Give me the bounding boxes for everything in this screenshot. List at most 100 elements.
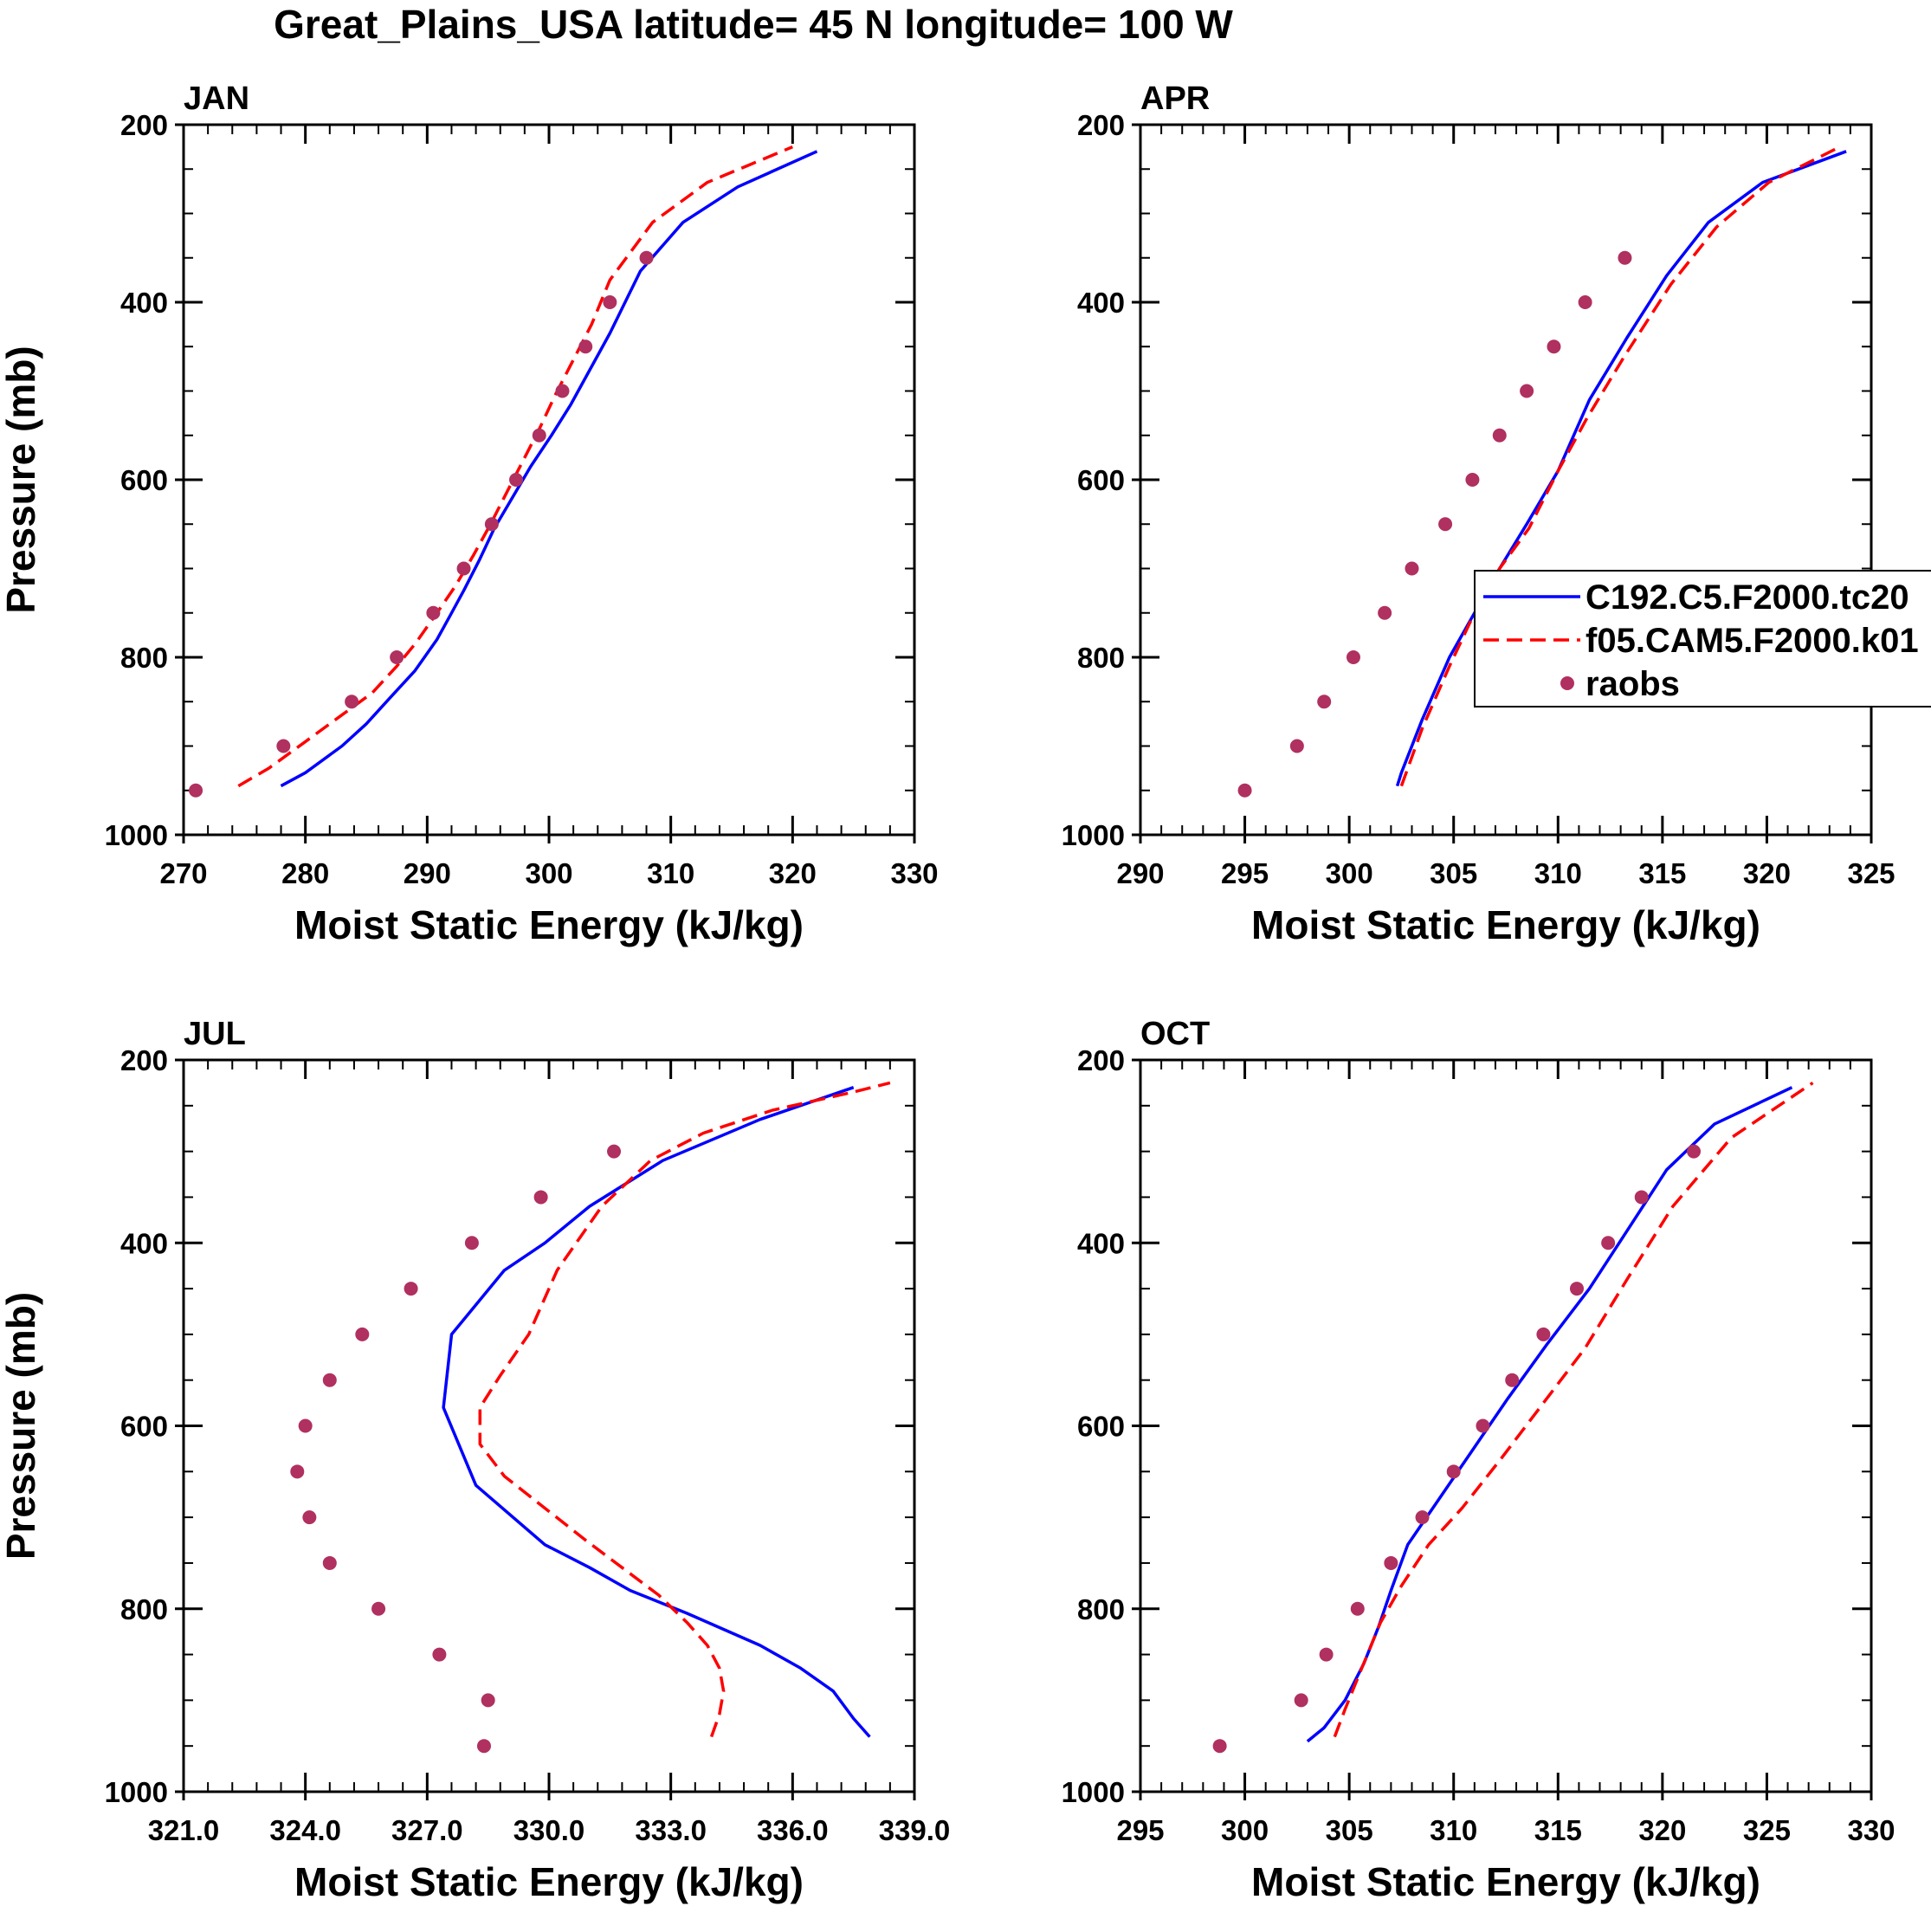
x-tick-label: 327.0 [391, 1814, 463, 1846]
raobs-point [1294, 1693, 1308, 1708]
x-tick-label: 330 [890, 857, 938, 889]
raobs-point [404, 1282, 418, 1296]
raobs-point [532, 428, 546, 443]
y-tick-label: 1000 [1062, 819, 1125, 851]
y-tick-label: 400 [1077, 1227, 1125, 1259]
x-tick-label: 320 [1743, 857, 1791, 889]
x-tick-label: 325 [1847, 857, 1895, 889]
raobs-point [1317, 695, 1332, 709]
x-tick-label: 300 [1221, 1814, 1269, 1846]
raobs-point [1405, 561, 1419, 576]
panel-jul: JUL 200 400 600 800 1000 321.0 324.0 327.0 330.0 3… [0, 1016, 950, 1904]
raobs-point [1536, 1327, 1551, 1341]
x-tick-label: 270 [159, 857, 207, 889]
x-tick-label: 300 [1326, 857, 1373, 889]
x-axis-label: Moist Static Energy (kJ/kg) [294, 1859, 804, 1904]
raobs-point [426, 605, 441, 620]
raobs-point [555, 384, 570, 398]
y-tick-label: 600 [1077, 464, 1125, 496]
raobs-point [607, 1144, 622, 1159]
x-tick-label: 280 [281, 857, 329, 889]
x-tick-label: 290 [404, 857, 451, 889]
y-axis-label: Pressure (mb) [0, 1292, 43, 1560]
y-tick-label: 1000 [105, 1776, 168, 1808]
x-tick-label: 295 [1116, 1814, 1164, 1846]
x-tick-label: 330 [1847, 1814, 1895, 1846]
x-axis-label: Moist Static Energy (kJ/kg) [1251, 1859, 1760, 1904]
series-line-f05-cam5 [237, 145, 793, 788]
raobs-point [432, 1647, 447, 1662]
raobs-point [481, 1693, 495, 1708]
x-tick-label: 333.0 [635, 1814, 707, 1846]
raobs-point [371, 1601, 386, 1616]
panel-title: APR [1140, 81, 1210, 117]
panel-apr: APR 200 400 600 800 1000 290 295 300 305 310 315 320… [1062, 81, 1895, 947]
series-line-c192-c5 [1306, 1086, 1793, 1743]
raobs-point [1465, 473, 1480, 487]
y-tick-label: 800 [120, 642, 168, 674]
legend-label: C192.C5.F2000.tc20 [1585, 578, 1909, 617]
plot-frame [1139, 1058, 1873, 1793]
y-axis-label: Pressure (mb) [0, 346, 43, 613]
raobs-point [464, 1236, 479, 1250]
raobs-point [1384, 1555, 1398, 1570]
raobs-point [345, 695, 359, 709]
panel-jan: JAN 200 400 600 800 1000 270 280 290 300 310 320 330… [0, 81, 939, 947]
x-tick-label: 305 [1430, 857, 1477, 889]
series-line-f05-cam5 [1333, 1081, 1814, 1738]
figure-title: Great_Plains_USA latitude= 45 N longitud… [274, 2, 1233, 47]
raobs-point [484, 517, 499, 532]
raobs-point [322, 1555, 337, 1570]
y-tick-label: 1000 [1062, 1776, 1125, 1808]
raobs-point [1492, 428, 1507, 443]
raobs-point [639, 250, 654, 265]
panel-title: JAN [184, 81, 249, 117]
raobs-point [476, 1739, 491, 1754]
raobs-point [1687, 1144, 1702, 1159]
raobs-point [1569, 1282, 1584, 1296]
x-tick-label: 310 [1430, 1814, 1477, 1846]
raobs-point [298, 1418, 313, 1433]
raobs-point [1415, 1510, 1430, 1525]
x-tick-label: 321.0 [148, 1814, 220, 1846]
x-tick-label: 310 [647, 857, 694, 889]
x-tick-label: 330.0 [513, 1814, 585, 1846]
x-axis-label: Moist Static Energy (kJ/kg) [1251, 902, 1760, 947]
x-tick-label: 320 [1638, 1814, 1686, 1846]
raobs-point [1237, 783, 1252, 798]
raobs-point [302, 1510, 317, 1525]
raobs-point [1618, 250, 1632, 265]
raobs-point [1289, 739, 1304, 753]
y-tick-label: 600 [120, 464, 168, 496]
x-tick-label: 295 [1221, 857, 1269, 889]
x-tick-label: 315 [1534, 1814, 1582, 1846]
panel-oct: OCT 200 400 600 800 1000 295 300 305 310 315 320 325… [1062, 1016, 1895, 1904]
raobs-point [1520, 384, 1534, 398]
y-tick-label: 800 [1077, 1593, 1125, 1625]
x-tick-label: 339.0 [879, 1814, 951, 1846]
series-line-c192-c5 [1395, 150, 1847, 787]
raobs-point [456, 561, 471, 576]
x-tick-label: 305 [1326, 1814, 1373, 1846]
panel-title: JUL [184, 1016, 246, 1052]
panel-title: OCT [1140, 1016, 1210, 1052]
plot-frame [1139, 123, 1873, 837]
series-line-f05-cam5 [1399, 145, 1841, 787]
plot-frame [182, 123, 916, 837]
x-tick-label: 320 [769, 857, 817, 889]
x-tick-label: 300 [525, 857, 572, 889]
raobs-point [1446, 1464, 1461, 1479]
plot-frame [182, 1058, 916, 1793]
raobs-point [1350, 1601, 1365, 1616]
x-tick-label: 310 [1534, 857, 1582, 889]
series-line-f05-cam5 [478, 1081, 891, 1738]
raobs-point [1505, 1373, 1520, 1387]
raobs-point [509, 473, 524, 487]
raobs-point [1346, 650, 1360, 664]
legend-box [1474, 570, 1931, 708]
y-tick-label: 200 [120, 1044, 168, 1076]
legend: C192.C5.F2000.tc20 f05.CAM5.F2000.k01 raob… [1474, 570, 1931, 708]
legend-label: raobs [1585, 665, 1680, 703]
raobs-point [1476, 1418, 1490, 1433]
